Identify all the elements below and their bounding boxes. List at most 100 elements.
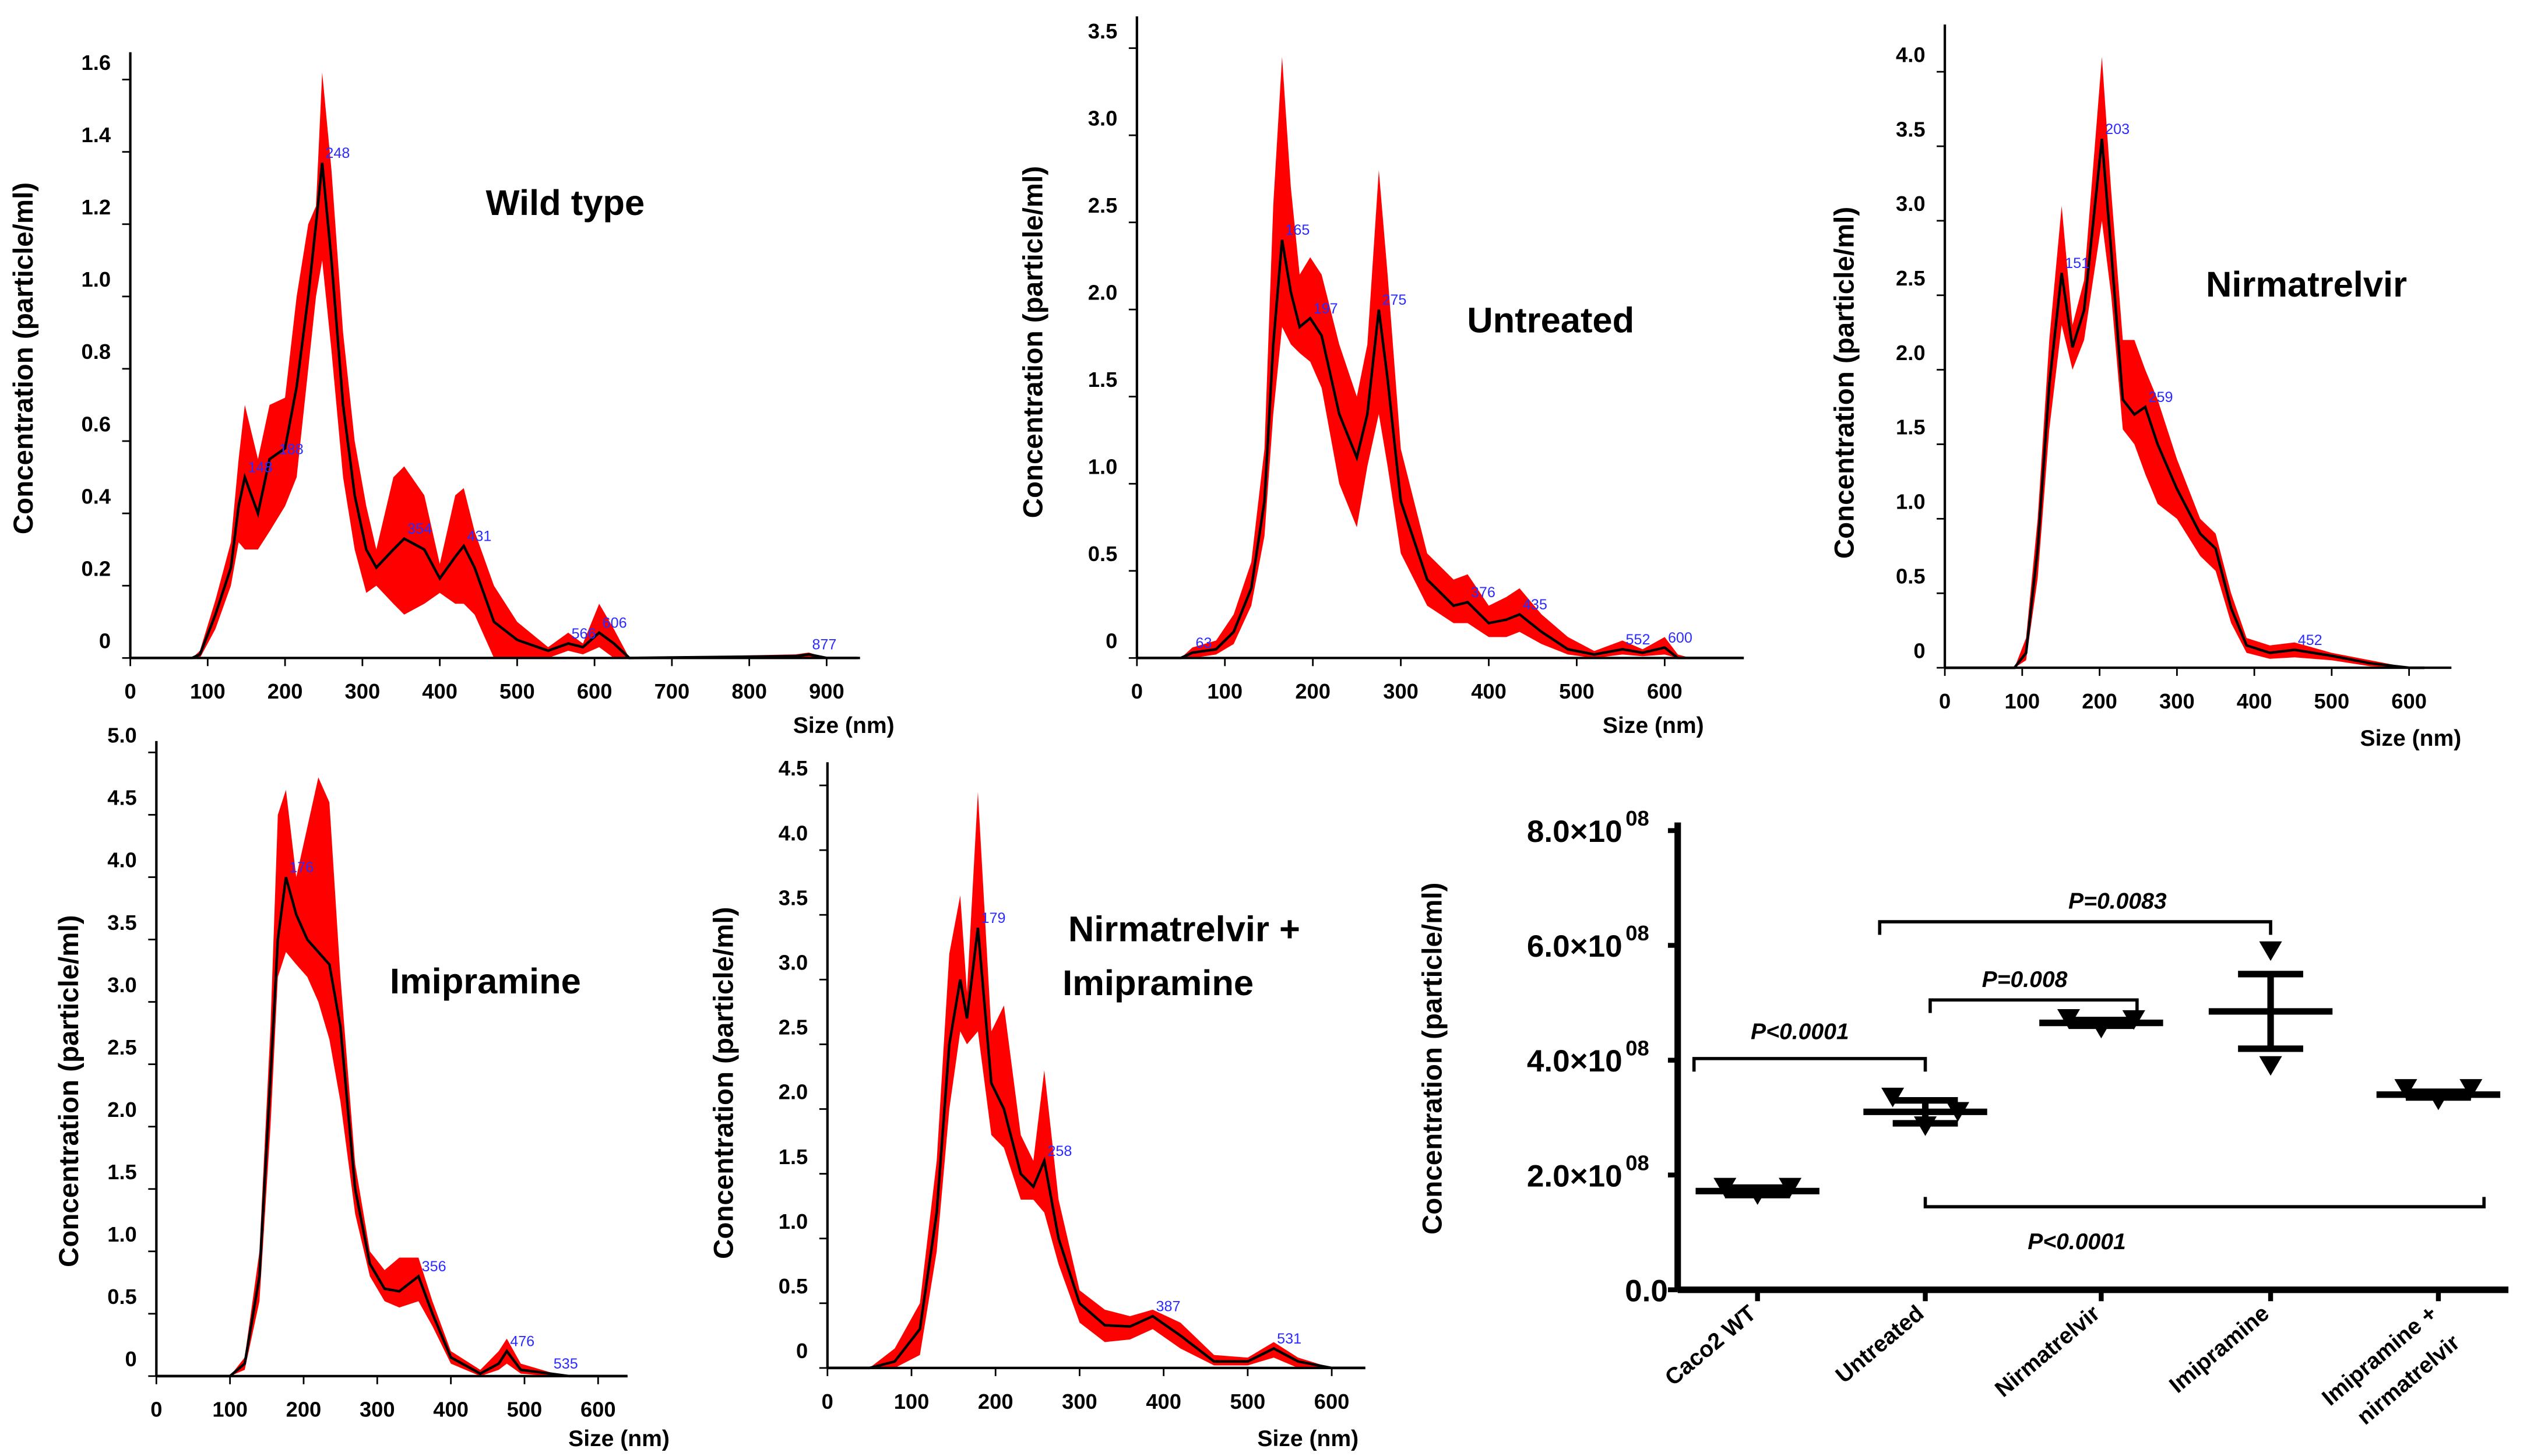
- y-tick-label: 2.0: [1088, 280, 1118, 304]
- y-axis-label: Concentration (particle/ml): [709, 907, 740, 1259]
- data-point: [1946, 1102, 1969, 1122]
- x-axis-label: Size (nm): [793, 713, 895, 738]
- y-tick-label: 3.0: [779, 951, 808, 975]
- y-tick-label: 0: [125, 1347, 137, 1371]
- significance-bracket: [1878, 920, 2272, 935]
- y-tick-label: 2.5: [779, 1016, 808, 1039]
- data-point: [2427, 1090, 2450, 1110]
- y-tick-label: 1.5: [1088, 368, 1118, 392]
- data-point: [2459, 1079, 2483, 1099]
- y-tick-label: 3.5: [1088, 19, 1118, 43]
- peak-label: 476: [510, 1334, 534, 1350]
- peak-label: 552: [1626, 632, 1650, 648]
- peak-label: 452: [2298, 632, 2322, 648]
- category-label: Caco2 WT: [1660, 1300, 1761, 1391]
- panel-title: Imipramine: [390, 961, 581, 1002]
- y-tick-label: 0.0: [1625, 1274, 1668, 1308]
- peak-label: 877: [812, 637, 836, 653]
- y-tick-label: 0.5: [107, 1285, 137, 1309]
- y-tick-label: 6.0×10: [1527, 929, 1623, 964]
- x-tick-label: 100: [190, 679, 226, 703]
- x-tick-label: 300: [1383, 679, 1419, 703]
- x-axis-label: Size (nm): [2360, 726, 2461, 751]
- peak-label: 566: [572, 626, 596, 642]
- x-tick-label: 100: [2005, 689, 2040, 713]
- peak-label: 197: [1314, 301, 1338, 317]
- category-label: Untreated: [1831, 1300, 1928, 1388]
- y-tick-label: 4.0×10: [1527, 1044, 1623, 1078]
- error-band: [1945, 57, 2425, 668]
- peak-label: 165: [1285, 222, 1310, 238]
- x-axis-label: Size (nm): [1257, 1426, 1359, 1451]
- data-point: [2089, 1018, 2113, 1039]
- x-axis-label: Size (nm): [568, 1426, 670, 1451]
- x-tick-label: 300: [345, 679, 381, 703]
- peak-label: 356: [422, 1258, 446, 1275]
- panel-title: Nirmatrelvir: [2206, 265, 2407, 305]
- y-tick-label: 1.2: [82, 195, 111, 219]
- x-tick-label: 200: [286, 1398, 322, 1422]
- x-tick-label: 200: [2082, 689, 2117, 713]
- x-tick-label: 300: [2159, 689, 2195, 713]
- mean-line: [130, 163, 858, 660]
- size-distribution-panel-1: 0 100 200 300 400 500 600 700 800 900 0 0.2 0.4 0.6 0.…: [8, 51, 895, 738]
- x-tick-label: 500: [507, 1398, 543, 1422]
- data-point: [1746, 1185, 1769, 1205]
- peak-label: 606: [603, 615, 627, 632]
- mean-line: [827, 928, 1365, 1370]
- y-tick-label: 4.0: [107, 848, 137, 872]
- x-tick-label: 600: [2391, 689, 2427, 713]
- y-tick-label: 2.5: [107, 1035, 137, 1059]
- y-tick-label: 3.5: [107, 911, 137, 935]
- peak-label: 188: [279, 442, 304, 458]
- x-tick-label: 600: [580, 1398, 616, 1422]
- error-band: [827, 792, 1365, 1368]
- size-distribution-panel-5: 0 100 200 300 400 500 600 0 0.5 1.0 1.5 2.0 2.5 3.0 3.…: [709, 756, 1365, 1451]
- peak-label: 376: [1471, 584, 1495, 601]
- x-tick-label: 200: [1295, 679, 1331, 703]
- significance-bracket: [1923, 1197, 2486, 1208]
- y-tick-label: 3.0: [1088, 106, 1118, 130]
- x-tick-label: 800: [731, 679, 767, 703]
- category-label: Imipramine: [2165, 1300, 2273, 1398]
- error-band: [156, 777, 628, 1376]
- y-tick-label: 0: [1913, 639, 1925, 662]
- concentration-dot-plot: 0.02.0×10 084.0×10 086.0×10 088.0×10 08Conce…: [1417, 806, 2509, 1430]
- y-tick-label: 3.0: [1896, 192, 1926, 216]
- y-tick-label: 1.4: [82, 123, 111, 147]
- y-tick-label: 1.0: [107, 1222, 137, 1246]
- y-tick-label: 2.5: [1896, 266, 1926, 290]
- x-tick-label: 0: [1939, 689, 1951, 713]
- y-tick-label: 0.5: [779, 1274, 808, 1298]
- x-tick-label: 500: [2314, 689, 2350, 713]
- size-distribution-panel-4: 0 100 200 300 400 500 600 0 0.5 1.0 1.5 2.0 2.5 3.0 3.…: [54, 724, 670, 1451]
- peak-label: 275: [1382, 292, 1406, 308]
- x-tick-label: 600: [1314, 1390, 1350, 1413]
- y-tick-label: 3.5: [1896, 117, 1926, 141]
- significance-bracket: [1928, 998, 2139, 1013]
- y-tick-label: 1.6: [82, 51, 111, 75]
- x-tick-label: 200: [268, 679, 303, 703]
- significance-bracket: [1692, 1057, 1927, 1072]
- y-tick-label: 0.8: [82, 340, 111, 364]
- data-point: [2057, 1009, 2081, 1029]
- y-tick-label: 0.6: [82, 412, 111, 436]
- data-point: [1779, 1178, 1802, 1198]
- x-tick-label: 0: [150, 1398, 162, 1422]
- y-tick-label: 4.5: [779, 756, 808, 780]
- peak-label: 435: [1523, 597, 1547, 613]
- y-tick-label: 1.5: [779, 1145, 808, 1169]
- x-tick-label: 0: [1131, 679, 1143, 703]
- error-band: [1136, 57, 1744, 658]
- size-distribution-panel-2: 0 100 200 300 400 500 600 0 0.5 1.0 1.5 2.0 2.5 3.0 3.…: [1018, 16, 1744, 738]
- x-tick-label: 100: [212, 1398, 248, 1422]
- y-tick-label: 3.5: [779, 886, 808, 909]
- x-tick-label: 600: [577, 679, 613, 703]
- peak-label: 176: [289, 859, 314, 876]
- y-tick-label: 2.0×10: [1527, 1159, 1623, 1193]
- panel-title: Nirmatrelvir +: [1068, 909, 1300, 950]
- y-tick-label: 5.0: [107, 724, 137, 748]
- y-tick-exponent: 08: [1625, 1036, 1649, 1060]
- x-tick-label: 100: [1207, 679, 1243, 703]
